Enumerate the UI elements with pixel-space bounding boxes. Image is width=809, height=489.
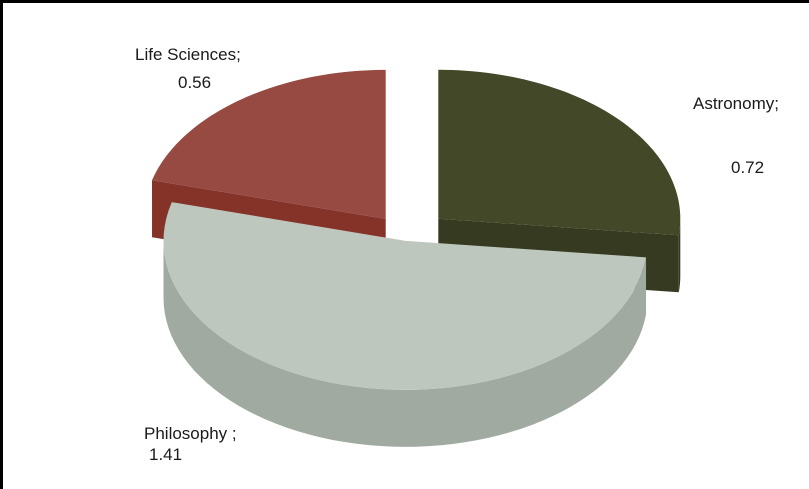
label-name: Astronomy;	[693, 94, 779, 113]
label-value: 1.41	[149, 445, 183, 464]
pie-slice-philosophy	[163, 202, 647, 447]
label-name: Life Sciences;	[135, 45, 241, 64]
label-value: 0.56	[178, 73, 212, 92]
slice-top-astronomy	[438, 69, 681, 236]
slice-top-philosophy	[163, 202, 647, 390]
label-value: 0.72	[731, 158, 765, 177]
slice-side-astronomy	[678, 218, 681, 293]
slice-top-life-sciences	[152, 69, 386, 219]
data-label-astronomy: Astronomy; 0.72	[693, 93, 779, 178]
pie-chart	[152, 69, 681, 447]
label-name: Philosophy ;	[144, 424, 237, 443]
data-label-philosophy: Philosophy ; 1.41	[144, 423, 237, 465]
data-label-life-sciences: Life Sciences; 0.56	[135, 44, 241, 93]
slice-side-philosophy	[163, 240, 647, 447]
